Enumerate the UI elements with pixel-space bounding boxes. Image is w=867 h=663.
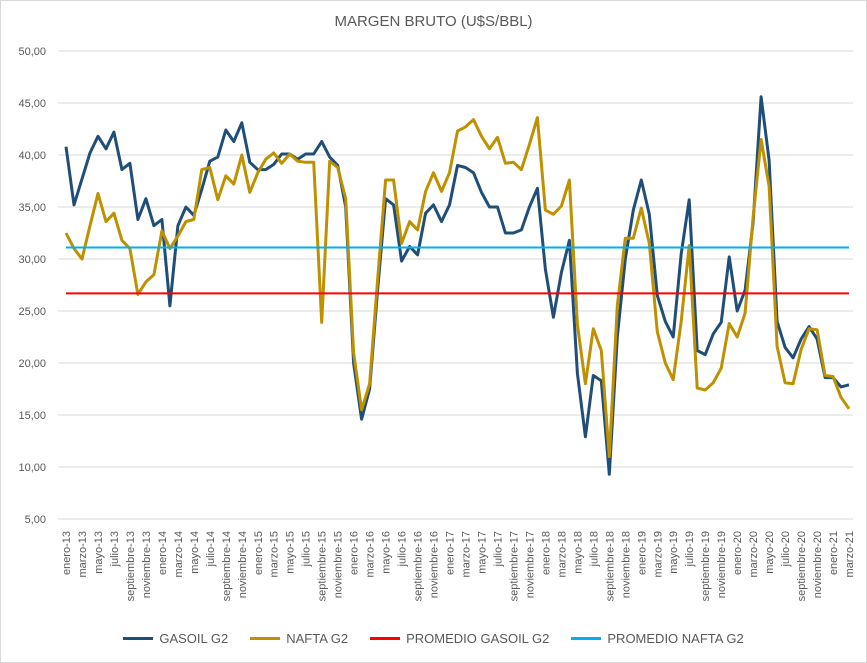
legend-label: PROMEDIO GASOIL G2 [406,631,550,646]
y-tick-label: 30,00 [18,254,46,266]
legend-swatch [123,637,154,640]
x-tick-label: septiembre-18 [604,531,616,601]
x-tick-label: julio-19 [684,531,696,567]
x-tick-label: noviembre-20 [812,531,824,598]
x-tick-label: enero-18 [540,531,552,575]
x-tick-label: enero-14 [157,531,169,575]
x-tick-label: marzo-16 [365,531,377,577]
x-tick-label: noviembre-17 [524,531,536,598]
x-tick-label: enero-20 [732,531,744,575]
legend-swatch [370,637,401,640]
x-tick-label: mayo-14 [189,531,201,574]
x-tick-label: julio-16 [397,531,409,567]
x-tick-label: enero-19 [636,531,648,575]
series-gasoil-g2-line [64,95,850,476]
x-tick-label: enero-15 [253,531,265,575]
x-tick-label: enero-16 [349,531,361,575]
x-tick-label: marzo-13 [77,531,89,577]
legend-label: NAFTA G2 [286,631,349,646]
x-tick-label: julio-15 [301,531,313,567]
x-tick-label: julio-17 [492,531,504,567]
x-tick-label: enero-21 [828,531,840,575]
x-tick-label: marzo-18 [556,531,568,577]
x-tick-label: julio-20 [780,531,792,567]
legend: GASOIL G2 NAFTA G2 PROMEDIO GASOIL G2 PROME… [1,631,866,646]
legend-swatch [571,637,602,640]
x-tick-label: mayo-17 [476,531,488,574]
x-tick-label: mayo-13 [93,531,105,574]
x-tick-label: mayo-20 [764,531,776,574]
legend-item-gasoil-g2: GASOIL G2 [123,631,228,646]
y-tick-label: 15,00 [18,410,46,422]
x-tick-label: septiembre-13 [125,531,137,601]
x-tick-label: septiembre-19 [700,531,712,601]
x-tick-label: julio-14 [205,531,217,567]
x-tick-label: julio-13 [109,531,121,567]
legend-item-promedio-nafta-g2: PROMEDIO NAFTA G2 [571,631,744,646]
y-tick-label: 10,00 [18,462,46,474]
x-tick-label: noviembre-18 [620,531,632,598]
x-tick-label: mayo-18 [572,531,584,574]
y-tick-label: 25,00 [18,306,46,318]
y-tick-label: 20,00 [18,358,46,370]
legend-item-nafta-g2: NAFTA G2 [250,631,348,646]
y-tick-label: 45,00 [18,98,46,110]
x-tick-label: noviembre-16 [429,531,441,598]
x-tick-label: noviembre-13 [141,531,153,598]
legend-swatch [250,637,281,640]
x-tick-label: septiembre-20 [796,531,808,601]
x-tick-label: marzo-20 [748,531,760,577]
legend-label: GASOIL G2 [159,631,229,646]
x-tick-label: noviembre-15 [333,531,345,598]
y-tick-label: 50,00 [18,46,46,58]
x-tick-label: marzo-17 [461,531,473,577]
x-tick-label: noviembre-14 [237,531,249,598]
x-tick-label: marzo-21 [844,531,856,577]
x-tick-label: marzo-14 [173,531,185,577]
legend-item-promedio-gasoil-g2: PROMEDIO GASOIL G2 [370,631,549,646]
x-tick-label: septiembre-17 [508,531,520,601]
chart-title: MARGEN BRUTO (U$S/BBL) [334,13,533,30]
x-tick-label: septiembre-14 [221,531,233,601]
x-tick-label: mayo-19 [668,531,680,574]
x-tick-label: septiembre-15 [317,531,329,601]
x-tick-label: mayo-15 [285,531,297,574]
y-tick-label: 5,00 [25,514,46,526]
x-tick-label: marzo-19 [652,531,664,577]
x-tick-label: enero-13 [61,531,73,575]
x-tick-label: septiembre-16 [413,531,425,601]
y-tick-label: 40,00 [18,150,46,162]
x-tick-label: marzo-15 [269,531,281,577]
x-tick-label: julio-18 [588,531,600,567]
x-tick-label: noviembre-19 [716,531,728,598]
legend-label: PROMEDIO NAFTA G2 [607,631,744,646]
x-tick-label: mayo-16 [381,531,393,574]
y-tick-label: 35,00 [18,202,46,214]
x-tick-label: enero-17 [445,531,457,575]
